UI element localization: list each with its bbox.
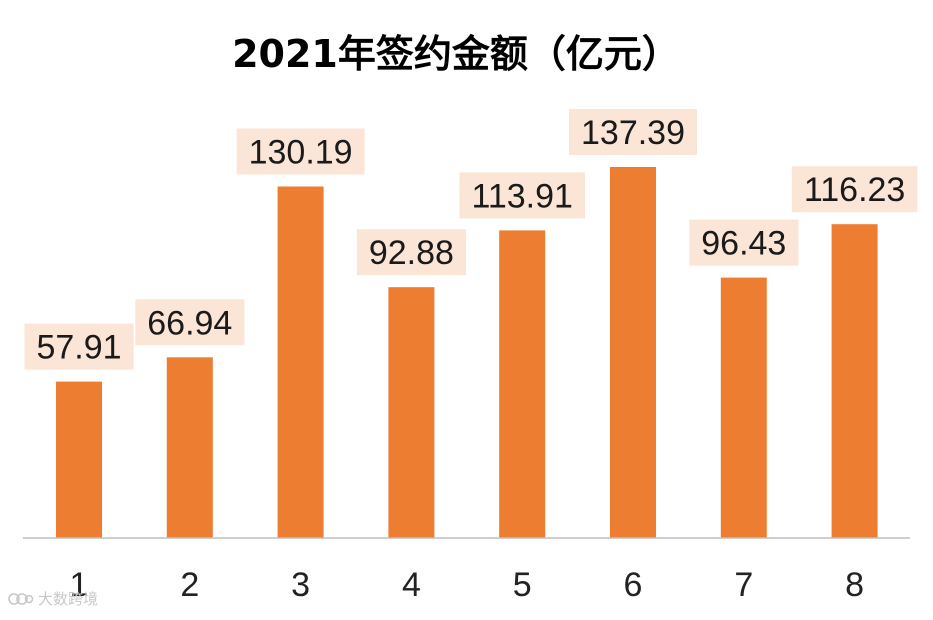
data-label-background bbox=[459, 172, 585, 219]
x-tick-label-6: 6 bbox=[624, 566, 643, 604]
data-label-background bbox=[689, 219, 799, 266]
bar-3 bbox=[277, 186, 324, 538]
watermark: 大数跨境 bbox=[8, 588, 98, 609]
bar-5 bbox=[499, 230, 546, 538]
x-tick-label-7: 7 bbox=[734, 566, 753, 604]
data-label-text: 66.94 bbox=[147, 304, 232, 342]
bar-2 bbox=[166, 357, 213, 538]
data-label-1: 57.91 bbox=[24, 323, 134, 370]
data-label-4: 92.88 bbox=[356, 229, 466, 276]
data-label-background bbox=[236, 128, 365, 175]
bar-6 bbox=[610, 167, 656, 538]
data-label-background bbox=[135, 299, 245, 346]
data-label-text: 137.39 bbox=[581, 114, 685, 152]
data-label-text: 92.88 bbox=[369, 234, 454, 272]
data-label-background bbox=[791, 166, 918, 213]
x-tick-label-2: 2 bbox=[180, 566, 199, 604]
x-tick-label-5: 5 bbox=[513, 566, 532, 604]
x-tick-label-8: 8 bbox=[845, 566, 864, 604]
data-label-2: 66.94 bbox=[135, 299, 245, 346]
data-label-7: 96.43 bbox=[689, 219, 799, 266]
chart-title: 2021年签约金额（亿元） bbox=[232, 32, 680, 76]
bars-layer bbox=[56, 167, 878, 538]
data-label-8: 116.23 bbox=[791, 166, 918, 213]
data-label-text: 130.19 bbox=[249, 134, 353, 172]
data-label-3: 130.19 bbox=[236, 128, 365, 175]
x-tick-label-1: 1 bbox=[70, 566, 89, 604]
x-tick-label-3: 3 bbox=[291, 566, 310, 604]
data-label-background bbox=[569, 109, 697, 155]
bar-8 bbox=[831, 224, 878, 538]
bar-4 bbox=[388, 287, 435, 538]
data-label-background bbox=[24, 323, 134, 370]
bar-1 bbox=[56, 381, 102, 538]
bar-7 bbox=[720, 277, 767, 538]
data-label-text: 113.91 bbox=[471, 177, 572, 215]
data-label-6: 137.39 bbox=[569, 109, 697, 155]
data-label-5: 113.91 bbox=[459, 172, 585, 219]
watermark-text: 大数跨境 bbox=[38, 590, 99, 608]
watermark-logo-icon bbox=[8, 592, 34, 605]
x-tick-label-4: 4 bbox=[402, 566, 421, 604]
data-label-text: 57.91 bbox=[36, 329, 121, 367]
data-label-text: 116.23 bbox=[804, 171, 905, 209]
data-label-text: 96.43 bbox=[701, 225, 786, 263]
data-label-background bbox=[356, 229, 466, 276]
x-tick-labels: 1 2 3 4 5 6 7 8 bbox=[70, 566, 865, 604]
